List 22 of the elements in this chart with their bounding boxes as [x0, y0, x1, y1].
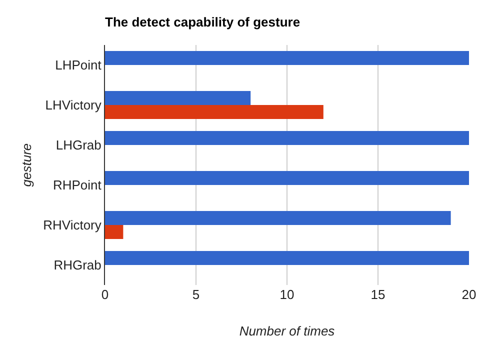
x-tick-label: 10 — [280, 287, 294, 302]
bar — [105, 131, 469, 145]
bar — [105, 91, 251, 105]
chart-title: The detect capability of gesture — [105, 14, 300, 30]
y-tick-label: RHPoint — [52, 178, 102, 193]
y-tick-label: RHVictory — [43, 218, 102, 233]
bar — [105, 171, 469, 185]
bar — [105, 251, 469, 265]
y-axis-title: gesture — [19, 143, 34, 187]
y-tick-label: LHGrab — [56, 138, 102, 153]
x-tick-label: 5 — [192, 287, 200, 302]
x-tick-label: 15 — [370, 287, 386, 302]
x-tick-label: 20 — [462, 287, 476, 302]
bar — [105, 225, 124, 239]
x-axis-title: Number of times — [239, 324, 336, 339]
y-tick-label: RHGrab — [54, 258, 102, 273]
bar — [105, 211, 451, 225]
bar — [105, 51, 469, 65]
y-tick-label: LHVictory — [45, 98, 102, 113]
x-tick-label: 0 — [101, 287, 109, 302]
y-tick-label: LHPoint — [55, 58, 102, 73]
bar — [105, 105, 324, 119]
